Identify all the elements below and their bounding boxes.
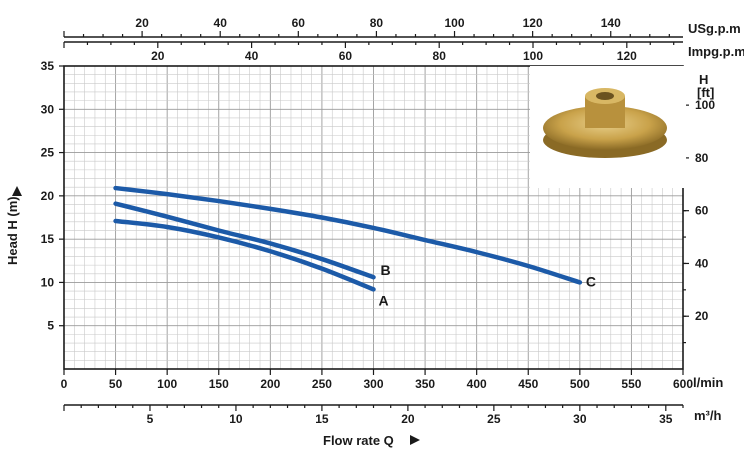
ft-tick-label: 80 xyxy=(695,151,709,165)
y-tick-label: 30 xyxy=(41,102,55,116)
usgpm-tick-label: 40 xyxy=(214,16,228,30)
lmin-unit-label: l/min xyxy=(693,375,723,390)
labels: 0 50 100 150 200 250 300 350 400 450 500 550 600 5 10 1… xyxy=(41,16,716,426)
m3h-tick-label: 10 xyxy=(229,412,243,426)
m3h-tick-label: 35 xyxy=(659,412,673,426)
impgpm-tick-label: 60 xyxy=(339,49,353,63)
x-tick-label: 0 xyxy=(61,377,68,391)
curve-c xyxy=(113,185,583,285)
y-tick-label: 5 xyxy=(47,319,54,333)
y-tick-label: 20 xyxy=(41,189,55,203)
usgpm-tick-label: 60 xyxy=(292,16,306,30)
curve-label-a: A xyxy=(379,292,389,308)
x-tick-label: 150 xyxy=(209,377,229,391)
ft-tick-label: 100 xyxy=(695,98,715,112)
flow-axis-title: Flow rate Q xyxy=(323,433,394,448)
usgpm-tick-label: 100 xyxy=(445,16,465,30)
head-axis-title: Head H (m) xyxy=(5,196,20,265)
x-tick-label: 100 xyxy=(157,377,177,391)
x-tick-label: 550 xyxy=(621,377,641,391)
m3h-tick-label: 5 xyxy=(147,412,154,426)
usgpm-tick-label: 120 xyxy=(523,16,543,30)
y-tick-label: 15 xyxy=(41,232,55,246)
x-tick-label: 200 xyxy=(260,377,280,391)
ft-unit-label: [ft] xyxy=(697,85,714,100)
x-tick-label: 600 xyxy=(673,377,693,391)
usgpm-unit-label: USg.p.m xyxy=(688,21,741,36)
curve-b xyxy=(113,201,376,280)
ft-tick-label: 20 xyxy=(695,309,709,323)
y-tick-label: 25 xyxy=(41,146,55,160)
impgpm-tick-label: 120 xyxy=(617,49,637,63)
x-tick-label: 50 xyxy=(109,377,123,391)
impgpm-tick-label: 40 xyxy=(245,49,259,63)
impgpm-tick-label: 100 xyxy=(523,49,543,63)
usgpm-tick-label: 80 xyxy=(370,16,384,30)
impgpm-tick-label: 80 xyxy=(433,49,447,63)
curve-label-c: C xyxy=(586,273,596,289)
ft-tick-label: 40 xyxy=(695,256,709,270)
m3h-tick-label: 20 xyxy=(401,412,415,426)
impgpm-unit-label: Impg.p.m xyxy=(688,44,744,59)
y-tick-label: 35 xyxy=(41,59,55,73)
x-tick-label: 300 xyxy=(363,377,383,391)
x-tick-label: 500 xyxy=(570,377,590,391)
m3h-tick-label: 15 xyxy=(315,412,329,426)
arrow-up-icon xyxy=(12,186,22,196)
ft-h-label: H xyxy=(699,72,708,87)
x-tick-label: 350 xyxy=(415,377,435,391)
x-tick-label: 400 xyxy=(467,377,487,391)
usgpm-tick-label: 20 xyxy=(135,16,149,30)
impgpm-tick-label: 20 xyxy=(151,49,165,63)
m3h-tick-label: 25 xyxy=(487,412,501,426)
axes xyxy=(59,31,689,411)
m3h-unit-label: m³/h xyxy=(694,408,722,423)
impeller-image xyxy=(530,66,686,188)
ft-tick-label: 60 xyxy=(695,204,709,218)
arrow-right-icon xyxy=(410,435,420,445)
curve-label-b: B xyxy=(381,262,391,278)
x-tick-label: 450 xyxy=(518,377,538,391)
curves xyxy=(113,185,583,292)
x-tick-label: 250 xyxy=(312,377,332,391)
usgpm-tick-label: 140 xyxy=(601,16,621,30)
y-tick-label: 10 xyxy=(41,275,55,289)
m3h-tick-label: 30 xyxy=(573,412,587,426)
curve-a xyxy=(113,218,376,292)
